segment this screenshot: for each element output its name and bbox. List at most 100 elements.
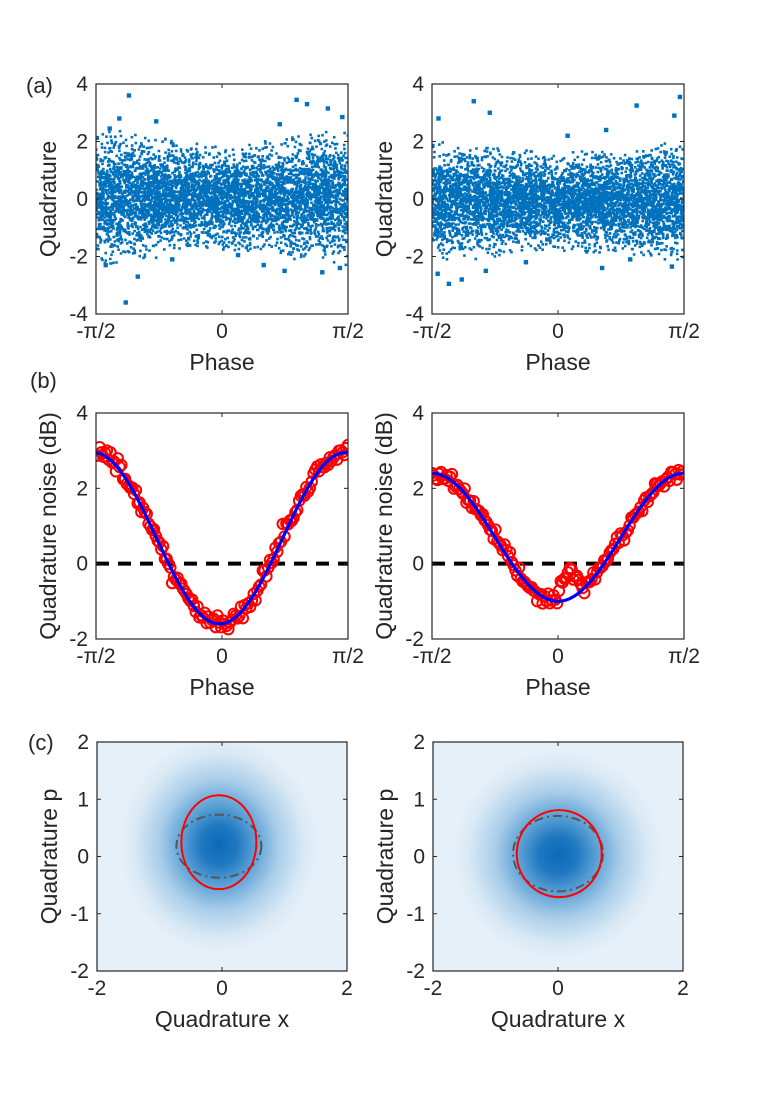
x-tick-label: -2 — [88, 977, 107, 1000]
fit-line — [432, 471, 684, 603]
axes-layer: -π/2 0 π/2 -4 -2 0 2 4 Phase Quadrature -π/2 0 π/2 -4… — [35, 73, 700, 1032]
scatter-outlier — [471, 99, 476, 104]
scatter-outlier — [294, 97, 299, 103]
y-tick-label: -2 — [406, 960, 425, 983]
heatmap-density — [433, 742, 683, 971]
measured-point — [111, 452, 124, 465]
y-axis-label: Quadrature — [35, 141, 61, 257]
x-tick-label: 0 — [552, 977, 564, 1000]
x-axis-label: Phase — [189, 674, 254, 700]
heatmap-density — [97, 742, 347, 971]
scatter-outlier — [235, 252, 241, 258]
scatter-outlier — [340, 114, 345, 120]
x-tick-label: -π/2 — [413, 320, 452, 343]
x-tick-label: π/2 — [668, 320, 700, 343]
scatter-outlier — [123, 300, 128, 305]
x-tick-label: 0 — [216, 645, 228, 668]
y-tick-label: 2 — [76, 131, 88, 154]
panel-label-a: (a) — [26, 73, 53, 98]
y-axis-label: Quadrature p — [36, 789, 62, 925]
x-axis-label: Phase — [189, 349, 254, 375]
y-tick-label: 0 — [76, 188, 88, 211]
y-tick-label: -2 — [70, 960, 89, 983]
x-tick-label: -π/2 — [413, 645, 452, 668]
measured-point — [289, 506, 302, 519]
scatter-outlier — [459, 277, 464, 282]
x-tick-label: π/2 — [332, 320, 364, 343]
plot-area — [96, 93, 348, 305]
measured-point — [563, 561, 576, 575]
y-tick-label: 2 — [412, 477, 424, 500]
y-tick-label: 0 — [413, 846, 425, 869]
plot-area — [432, 94, 684, 287]
scatter-outlier — [337, 265, 343, 271]
x-axis-label: Phase — [525, 674, 590, 700]
scatter-outlier — [154, 119, 159, 124]
y-tick-label: -1 — [406, 903, 425, 926]
x-tick-label: 0 — [552, 645, 564, 668]
x-tick-label: -2 — [424, 977, 443, 1000]
plot-area — [432, 463, 684, 610]
y-tick-label: -4 — [405, 303, 424, 326]
y-tick-label: 0 — [412, 553, 424, 576]
scatter-outlier — [117, 116, 122, 121]
x-tick-label: 0 — [552, 320, 564, 343]
scatter-outlier — [523, 260, 529, 265]
y-tick-label: 2 — [77, 731, 89, 754]
scatter-outlier — [135, 274, 140, 279]
x-axis-label: Quadrature x — [155, 1006, 290, 1032]
scatter-outlier — [170, 257, 175, 262]
y-axis-label: Quadrature — [371, 141, 397, 257]
fit-contour — [515, 809, 603, 899]
y-tick-label: -2 — [69, 628, 88, 651]
y-tick-label: 4 — [412, 402, 424, 425]
scatter-outlier — [487, 110, 493, 115]
y-tick-label: -2 — [69, 246, 88, 269]
scatter-outlier — [277, 122, 282, 127]
y-tick-label: 2 — [413, 731, 425, 754]
panel-label-b: (b) — [30, 368, 57, 393]
scatter-outlier — [261, 262, 266, 268]
x-tick-label: -π/2 — [77, 320, 116, 343]
y-tick-label: 1 — [77, 788, 89, 811]
measured-point — [645, 488, 658, 501]
plot-area — [96, 438, 348, 636]
scatter-outlier — [603, 127, 609, 133]
measured-point — [675, 465, 684, 478]
scatter-points — [432, 141, 684, 261]
y-tick-label: -1 — [70, 903, 89, 926]
chart-b-right: -π/2 0 π/2 -2 0 2 4 Phase Quadrature noise (dB) — [371, 402, 700, 700]
measured-point — [550, 597, 564, 610]
x-tick-label: 2 — [677, 977, 689, 1000]
scatter-outlier — [126, 93, 132, 98]
axes-frame — [95, 412, 349, 640]
y-tick-label: 1 — [413, 788, 425, 811]
x-axis-label: Phase — [525, 349, 590, 375]
y-tick-label: 2 — [76, 477, 88, 500]
fit-contour — [180, 794, 258, 891]
measured-point — [492, 537, 506, 550]
panel-label-c: (c) — [28, 730, 54, 755]
x-tick-label: 0 — [216, 320, 228, 343]
scatter-outlier — [320, 270, 325, 275]
scatter-outlier — [304, 101, 310, 107]
scatter-outlier — [677, 94, 683, 100]
y-tick-label: -4 — [69, 303, 88, 326]
scatter-outlier — [599, 265, 605, 271]
x-axis-label: Quadrature x — [491, 1006, 626, 1032]
scatter-outlier — [103, 262, 108, 268]
x-tick-label: 2 — [341, 977, 353, 1000]
scatter-outlier — [634, 103, 639, 108]
x-tick-label: π/2 — [332, 645, 364, 668]
scatter-outlier — [107, 126, 112, 131]
reference-contour — [512, 814, 604, 893]
measured-point — [252, 580, 266, 593]
scatter-outlier — [483, 268, 489, 274]
y-tick-label: 2 — [412, 131, 424, 154]
scatter-outlier — [282, 268, 287, 274]
scatter-outlier — [627, 257, 633, 262]
x-tick-label: -π/2 — [77, 645, 116, 668]
scatter-outlier — [435, 271, 440, 276]
scatter-outlier — [325, 106, 331, 111]
